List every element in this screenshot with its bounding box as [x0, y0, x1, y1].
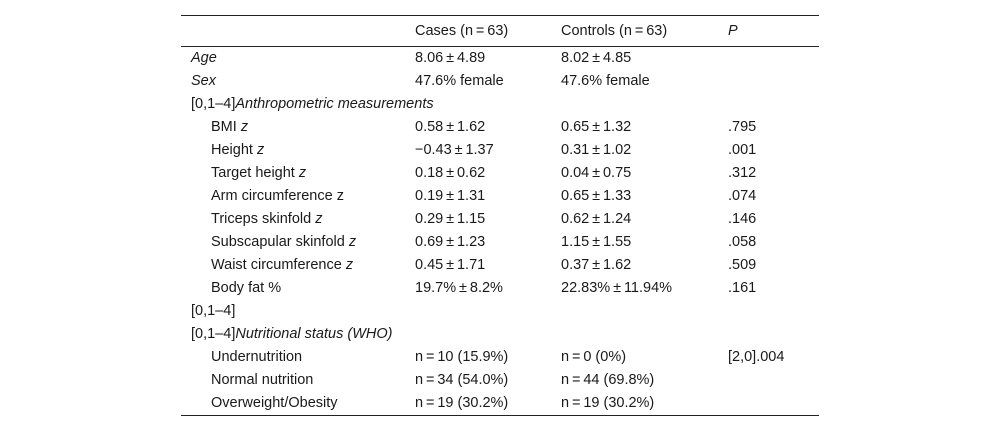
table-row: Waist circumference z 0.45 ± 1.71 0.37 ±… [181, 254, 819, 277]
cases-value: 19.7% ± 8.2% [415, 280, 503, 296]
header-cases: Cases (n = 63) [415, 23, 509, 39]
section-heading: [0,1–4]Nutritional status (WHO) [191, 326, 393, 342]
section-row: [0,1–4] [181, 300, 819, 323]
p-value: .074 [728, 188, 757, 204]
header-rule [181, 46, 819, 47]
table-row: Overweight/Obesity n = 19 (30.2%) n = 19… [181, 392, 819, 415]
cases-value: n = 34 (54.0%) [415, 372, 509, 388]
table-row: Body fat % 19.7% ± 8.2% 22.83% ± 11.94% … [181, 277, 819, 300]
cases-value: n = 10 (15.9%) [415, 349, 509, 365]
p-value: .146 [728, 211, 757, 227]
cases-value: 0.69 ± 1.23 [415, 234, 486, 250]
controls-value: n = 0 (0%) [561, 349, 627, 365]
p-value: .161 [728, 280, 757, 296]
row-label: Normal nutrition [211, 372, 314, 388]
row-label: BMI z [211, 119, 249, 135]
p-value: .795 [728, 119, 757, 135]
table-row: Age 8.06 ± 4.89 8.02 ± 4.85 [181, 47, 819, 70]
header-controls: Controls (n = 63) [561, 23, 668, 39]
cases-value: 8.06 ± 4.89 [415, 50, 486, 66]
controls-value: n = 44 (69.8%) [561, 372, 655, 388]
table-row: Subscapular skinfold z 0.69 ± 1.23 1.15 … [181, 231, 819, 254]
cases-value: 0.58 ± 1.62 [415, 119, 486, 135]
section-row: [0,1–4]Nutritional status (WHO) [181, 323, 819, 346]
controls-value: 0.65 ± 1.32 [561, 119, 632, 135]
p-value: .312 [728, 165, 757, 181]
section-heading: [0,1–4]Anthropometric measurements [191, 96, 434, 112]
row-label: Subscapular skinfold z [211, 234, 357, 250]
controls-value: 0.65 ± 1.33 [561, 188, 632, 204]
controls-value: 0.31 ± 1.02 [561, 142, 632, 158]
controls-value: 0.62 ± 1.24 [561, 211, 632, 227]
cases-value: 0.45 ± 1.71 [415, 257, 486, 273]
row-label: Body fat % [211, 280, 282, 296]
table-row: Height z −0.43 ± 1.37 0.31 ± 1.02 .001 [181, 139, 819, 162]
p-value: .058 [728, 234, 757, 250]
p-value: .509 [728, 257, 757, 273]
p-value: [2,0].004 [728, 349, 785, 365]
table-row: Undernutrition n = 10 (15.9%) n = 0 (0%)… [181, 346, 819, 369]
bottom-rule [181, 415, 819, 416]
cases-value: 0.19 ± 1.31 [415, 188, 486, 204]
cases-value: 0.29 ± 1.15 [415, 211, 486, 227]
table-row: Normal nutrition n = 34 (54.0%) n = 44 (… [181, 369, 819, 392]
header-p: P [728, 23, 738, 39]
cases-value: 0.18 ± 0.62 [415, 165, 486, 181]
controls-value: 0.37 ± 1.62 [561, 257, 632, 273]
row-label: Arm circumference z [211, 188, 344, 204]
row-label: Triceps skinfold z [211, 211, 323, 227]
table-row: Arm circumference z 0.19 ± 1.31 0.65 ± 1… [181, 185, 819, 208]
top-rule [181, 15, 819, 16]
table-row: Triceps skinfold z 0.29 ± 1.15 0.62 ± 1.… [181, 208, 819, 231]
row-label: Sex [191, 73, 216, 89]
table-row: Sex 47.6% female 47.6% female [181, 70, 819, 93]
cases-value: −0.43 ± 1.37 [415, 142, 494, 158]
cases-value: 47.6% female [415, 73, 504, 89]
controls-value: 1.15 ± 1.55 [561, 234, 632, 250]
controls-value: 22.83% ± 11.94% [561, 280, 673, 296]
header-row: Cases (n = 63) Controls (n = 63) P [181, 16, 819, 46]
table-row: BMI z 0.58 ± 1.62 0.65 ± 1.32 .795 [181, 116, 819, 139]
row-label: Waist circumference z [211, 257, 354, 273]
data-table: Cases (n = 63) Controls (n = 63) P Age 8… [181, 15, 819, 416]
section-row: [0,1–4]Anthropometric measurements [181, 93, 819, 116]
table-row: Target height z 0.18 ± 0.62 0.04 ± 0.75 … [181, 162, 819, 185]
section-heading: [0,1–4] [191, 303, 236, 319]
controls-value: 0.04 ± 0.75 [561, 165, 632, 181]
row-label: Height z [211, 142, 265, 158]
p-value: .001 [728, 142, 757, 158]
row-label: Undernutrition [211, 349, 303, 365]
controls-value: 8.02 ± 4.85 [561, 50, 632, 66]
controls-value: 47.6% female [561, 73, 650, 89]
row-label: Overweight/Obesity [211, 395, 338, 411]
row-label: Target height z [211, 165, 307, 181]
cases-value: n = 19 (30.2%) [415, 395, 509, 411]
row-label: Age [191, 50, 217, 66]
controls-value: n = 19 (30.2%) [561, 395, 655, 411]
